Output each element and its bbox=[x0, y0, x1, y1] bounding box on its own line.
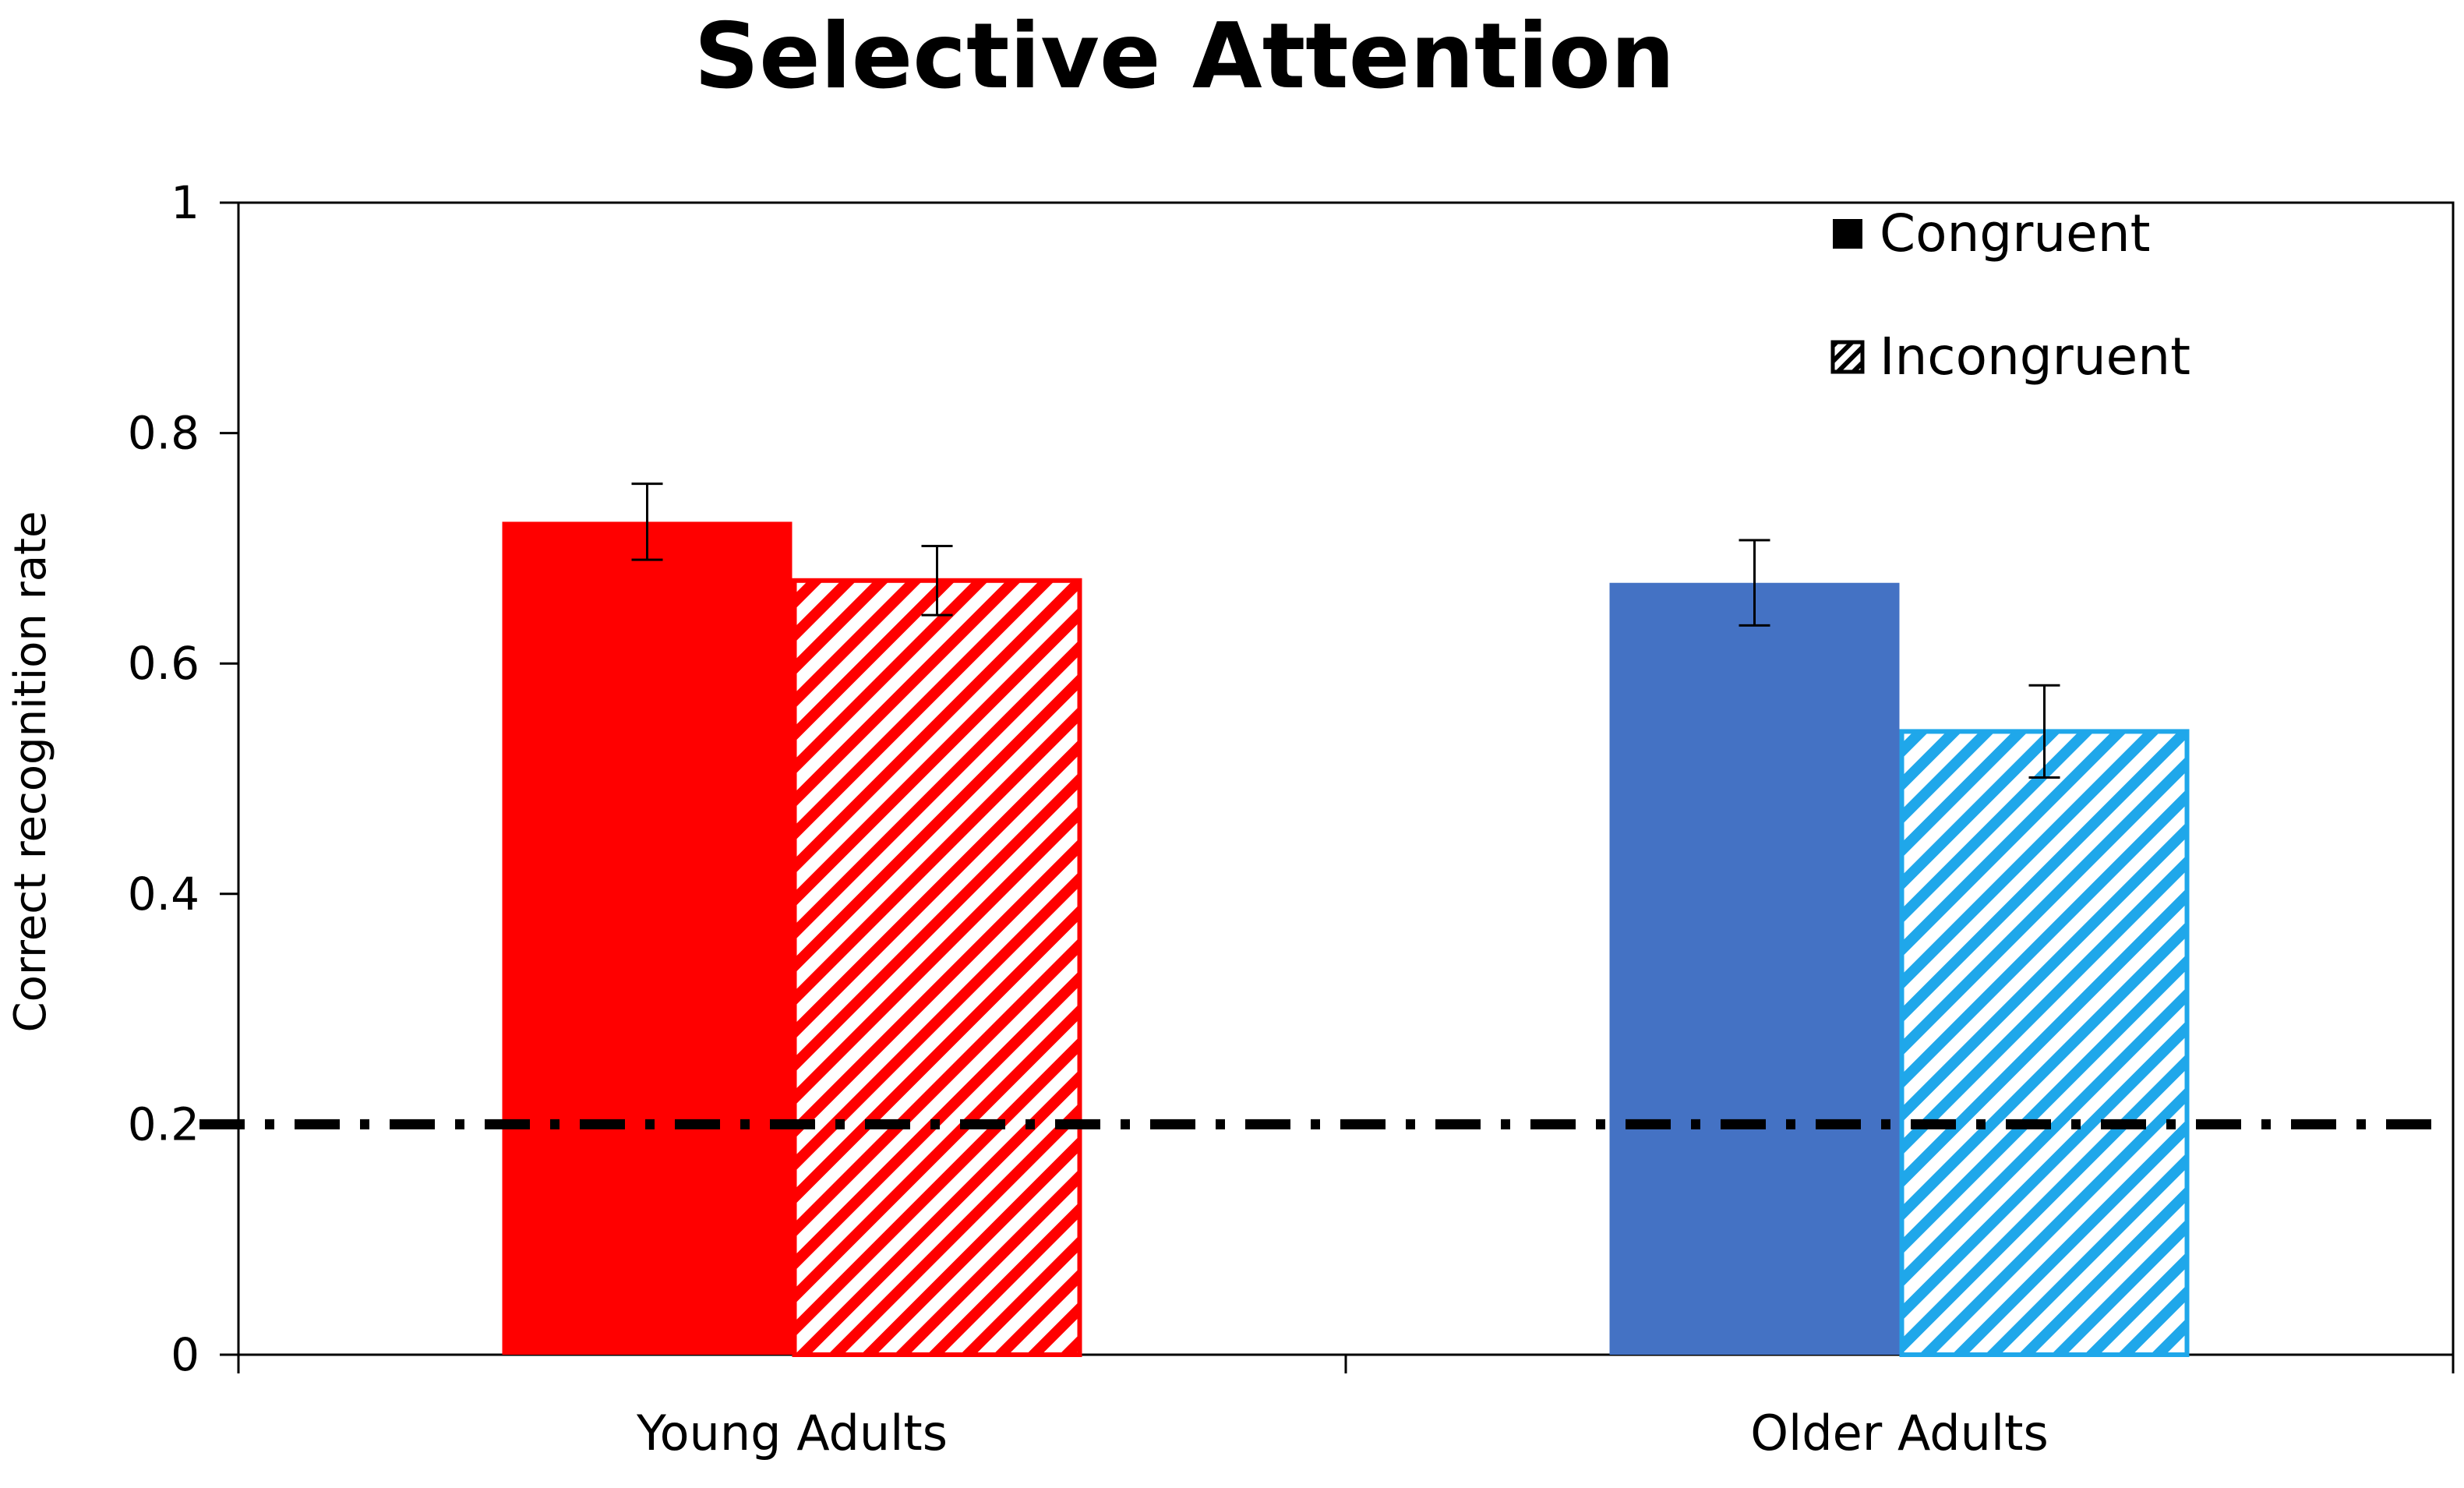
bar-congruent-older-adults bbox=[1609, 582, 1900, 1355]
bar-incongruent-young-adults bbox=[792, 578, 1082, 1357]
x-category-label: Young Adults bbox=[636, 1405, 948, 1461]
error-bar bbox=[631, 482, 663, 561]
legend-label: Incongruent bbox=[1880, 327, 2190, 387]
y-tick-label: 0.4 bbox=[128, 868, 199, 921]
legend: Congruent Incongruent bbox=[1830, 203, 2190, 387]
error-bar bbox=[2028, 684, 2060, 779]
bar-congruent-young-adults bbox=[502, 521, 793, 1355]
y-tick-label: 0 bbox=[171, 1328, 199, 1381]
error-bar bbox=[1739, 539, 1770, 627]
y-axis-label: Correct recognition rate bbox=[5, 511, 56, 1033]
y-tick-label: 0.2 bbox=[128, 1097, 199, 1150]
bar-incongruent-older-adults bbox=[1899, 729, 2190, 1357]
plot-area: 0 0.2 0.4 0.6 0.8 1 Young Adults Older Adults Co… bbox=[128, 176, 2455, 1461]
chart-title: Selective Attention bbox=[694, 4, 1675, 109]
error-bar bbox=[921, 544, 953, 617]
legend-swatch-hatched bbox=[1830, 340, 1865, 374]
y-tick-label: 1 bbox=[171, 176, 199, 229]
legend-label: Congruent bbox=[1880, 203, 2150, 263]
legend-swatch-solid bbox=[1833, 219, 1862, 249]
y-tick-label: 0.6 bbox=[128, 637, 199, 690]
x-category-label: Older Adults bbox=[1750, 1405, 2049, 1461]
y-tick-label: 0.8 bbox=[128, 407, 199, 460]
